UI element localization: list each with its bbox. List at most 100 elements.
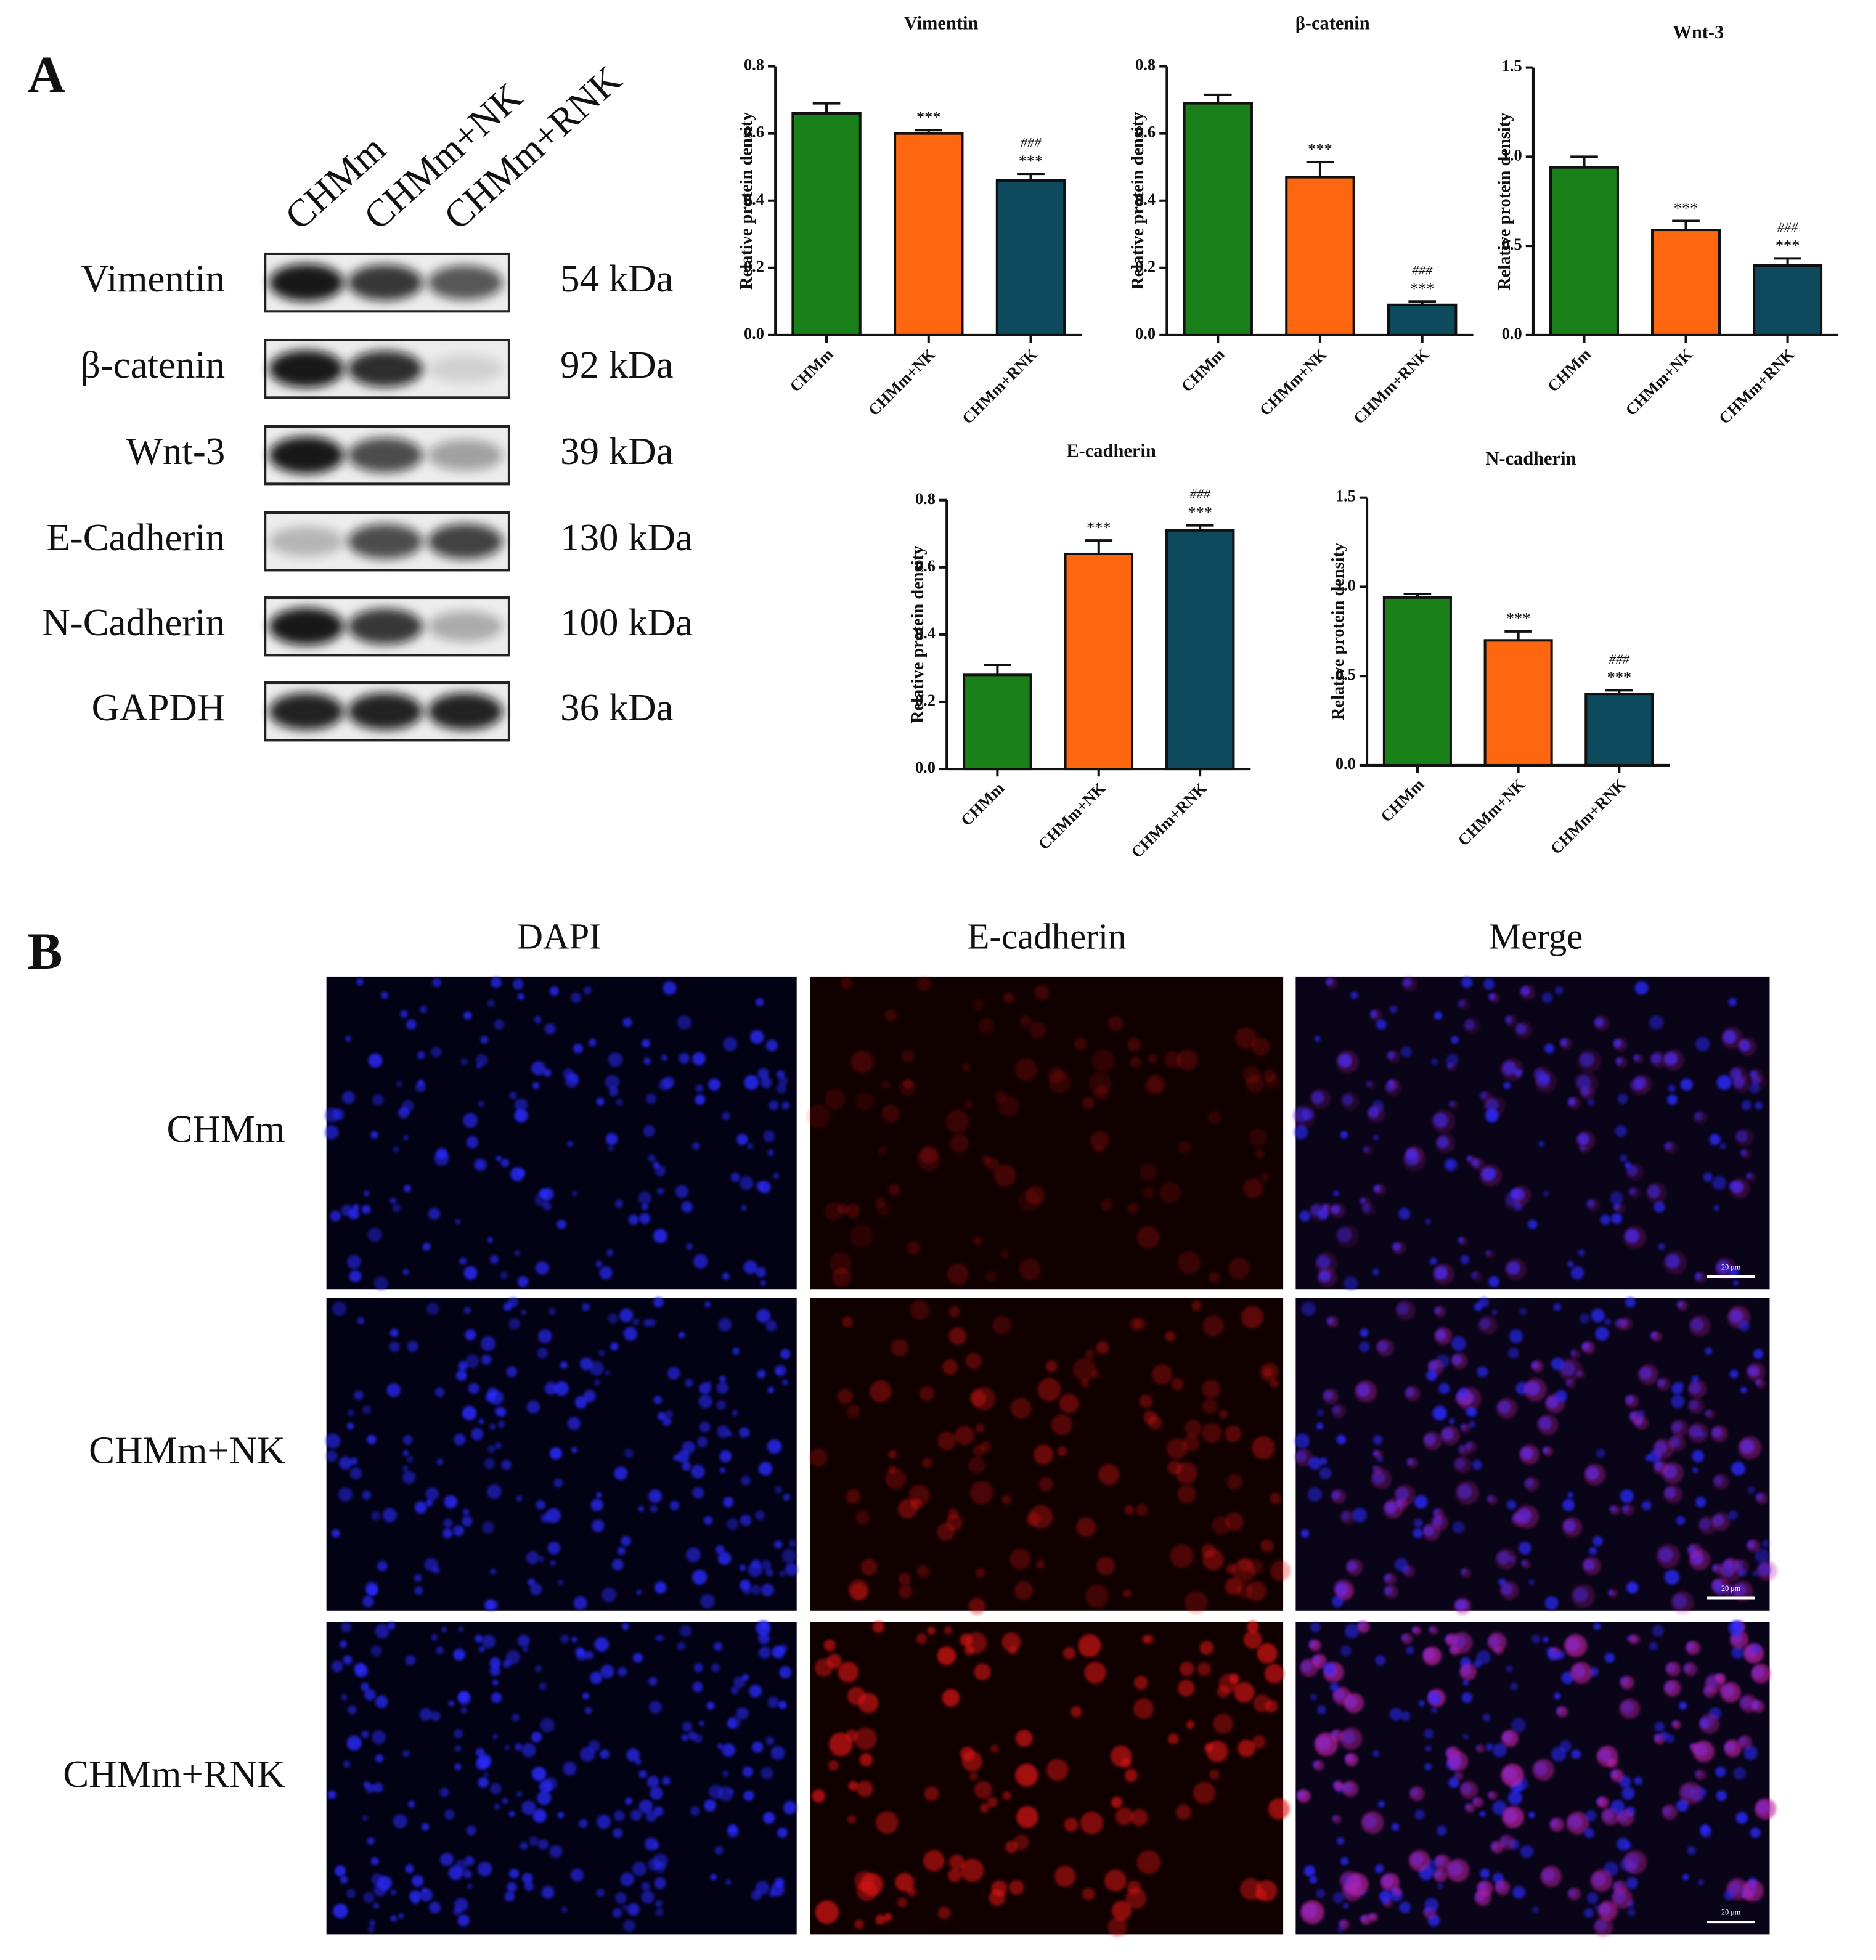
- nucleus: [781, 1101, 790, 1110]
- nucleus: [767, 1149, 774, 1156]
- nucleus: [1637, 1410, 1646, 1418]
- stain: [1686, 1640, 1700, 1655]
- nucleus: [441, 1627, 447, 1632]
- nucleus: [722, 1272, 730, 1280]
- nucleus: [1428, 1691, 1442, 1706]
- nucleus: [1465, 1407, 1474, 1416]
- nucleus: [541, 1187, 554, 1200]
- stain: [916, 1633, 928, 1645]
- stain: [1678, 1300, 1688, 1311]
- stain: [1252, 1735, 1266, 1749]
- stain: [1694, 1110, 1708, 1124]
- nucleus: [736, 1707, 749, 1720]
- nucleus: [582, 1303, 590, 1311]
- nucleus: [374, 1276, 389, 1291]
- stain: [884, 1009, 897, 1022]
- nucleus: [653, 1229, 667, 1243]
- stain: [1096, 1341, 1109, 1354]
- stain: [1435, 1134, 1455, 1153]
- stain: [994, 1091, 1007, 1103]
- nucleus: [508, 1318, 521, 1330]
- nucleus: [610, 1342, 619, 1351]
- nucleus: [463, 1307, 471, 1314]
- y-tick-label: 1.0: [1502, 145, 1522, 164]
- nucleus: [1654, 1201, 1665, 1213]
- stain: [1646, 1182, 1667, 1203]
- nucleus: [346, 1422, 354, 1430]
- nucleus: [613, 1828, 623, 1839]
- micrograph: [1295, 1620, 1777, 1937]
- x-tick-label: CHMm+RNK: [958, 344, 1042, 428]
- stain: [1336, 1050, 1359, 1073]
- stain: [809, 1448, 828, 1467]
- stain: [1395, 1300, 1416, 1320]
- stain: [1570, 1349, 1581, 1359]
- micrograph-bg: [326, 976, 797, 1290]
- stain: [1111, 1900, 1132, 1921]
- stain: [937, 1906, 951, 1919]
- nucleus: [347, 1254, 361, 1269]
- stain: [1597, 1796, 1609, 1808]
- nucleus: [614, 1200, 623, 1208]
- stain: [1461, 1423, 1470, 1433]
- nucleus: [1425, 1219, 1431, 1224]
- stain: [1422, 1646, 1442, 1665]
- nucleus: [681, 1201, 693, 1213]
- nucleus: [400, 1010, 408, 1018]
- stain: [1090, 1131, 1110, 1150]
- stain: [1254, 1149, 1265, 1159]
- nucleus: [1468, 1421, 1476, 1428]
- nucleus: [1658, 1243, 1665, 1250]
- stain: [1346, 1559, 1363, 1576]
- nucleus: [478, 1754, 492, 1767]
- nucleus: [484, 1458, 495, 1470]
- nucleus: [692, 1681, 703, 1693]
- stain: [968, 1598, 986, 1615]
- stain: [1432, 1514, 1448, 1531]
- nucleus: [483, 1772, 489, 1778]
- stain: [1063, 1647, 1076, 1660]
- nucleus: [1642, 1500, 1652, 1511]
- nucleus: [1462, 1679, 1469, 1686]
- stain: [1051, 1414, 1073, 1436]
- nucleus: [638, 1770, 647, 1779]
- blot-band: [428, 354, 503, 383]
- stain: [1584, 1463, 1606, 1486]
- nucleus: [353, 1204, 360, 1211]
- nucleus: [475, 1635, 483, 1643]
- blot-band: [269, 264, 345, 302]
- stain: [1136, 1503, 1148, 1516]
- bar: [1183, 102, 1253, 336]
- stain: [1085, 1584, 1109, 1608]
- nucleus: [773, 1173, 779, 1179]
- x-tick-label: CHMm: [957, 779, 1008, 829]
- nucleus: [785, 1563, 798, 1576]
- stain: [1015, 1730, 1033, 1747]
- y-tick-label: 0.8: [1135, 55, 1156, 74]
- stain: [1735, 1128, 1754, 1147]
- stain: [1705, 1409, 1715, 1419]
- stain: [1218, 1673, 1238, 1693]
- nucleus: [648, 1489, 662, 1503]
- nucleus: [615, 1892, 627, 1904]
- nucleus: [432, 978, 442, 988]
- nucleus: [1667, 1094, 1678, 1105]
- nucleus: [1458, 1387, 1468, 1397]
- nucleus: [758, 1632, 770, 1645]
- y-axis-label: Relative protein density: [1495, 113, 1514, 290]
- stain: [1186, 1720, 1195, 1729]
- stain: [1137, 1226, 1160, 1249]
- stain: [845, 1203, 860, 1218]
- stain: [1029, 1021, 1046, 1039]
- nucleus: [478, 1777, 489, 1788]
- stain: [1615, 1056, 1628, 1068]
- nucleus: [1543, 1190, 1549, 1197]
- bar-chart: β-catenin Relative protein density 0.0 0.2 0…: [1128, 13, 1474, 428]
- nucleus: [1570, 1266, 1584, 1280]
- nucleus: [487, 1484, 502, 1499]
- nucleus: [539, 1779, 552, 1793]
- nucleus: [692, 1052, 706, 1066]
- stain: [1617, 1809, 1634, 1826]
- blot-band: [348, 693, 423, 730]
- nucleus: [512, 1714, 520, 1722]
